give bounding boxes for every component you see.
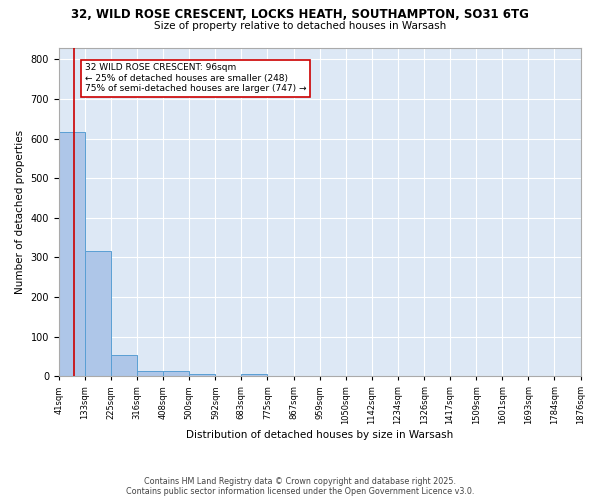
Bar: [85, 251, 111, 376]
Bar: [59, 132, 85, 376]
Text: 32 WILD ROSE CRESCENT: 96sqm
← 25% of detached houses are smaller (248)
75% of s: 32 WILD ROSE CRESCENT: 96sqm ← 25% of de…: [85, 64, 307, 93]
X-axis label: Distribution of detached houses by size in Warsash: Distribution of detached houses by size …: [186, 430, 453, 440]
Bar: [111, 355, 137, 376]
Bar: [137, 371, 163, 376]
Bar: [241, 374, 268, 376]
Y-axis label: Number of detached properties: Number of detached properties: [15, 130, 25, 294]
Text: Size of property relative to detached houses in Warsash: Size of property relative to detached ho…: [154, 21, 446, 31]
Text: 32, WILD ROSE CRESCENT, LOCKS HEATH, SOUTHAMPTON, SO31 6TG: 32, WILD ROSE CRESCENT, LOCKS HEATH, SOU…: [71, 8, 529, 20]
Bar: [163, 371, 189, 376]
Text: Contains HM Land Registry data © Crown copyright and database right 2025.
Contai: Contains HM Land Registry data © Crown c…: [126, 476, 474, 496]
Bar: [189, 374, 215, 376]
